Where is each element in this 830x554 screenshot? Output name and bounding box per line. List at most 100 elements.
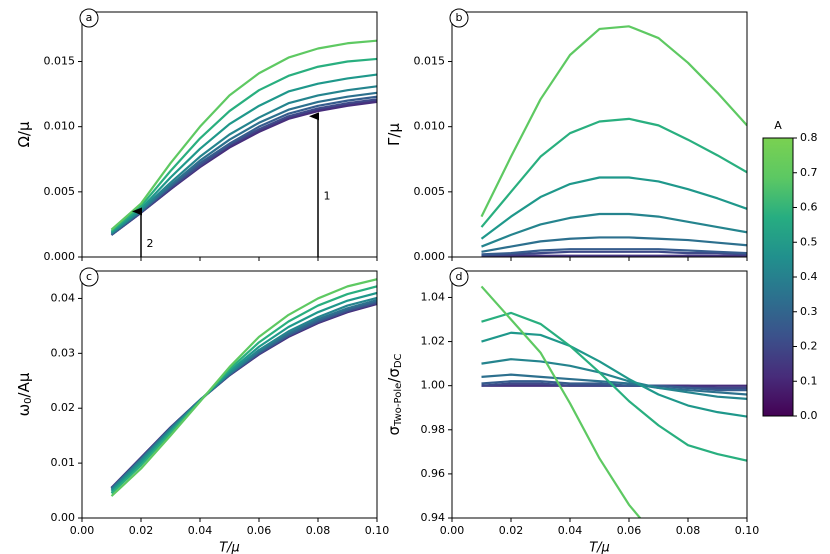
colorbar-tick-label: 0.2 bbox=[800, 340, 818, 353]
colorbar-tick-label: 0.8 bbox=[800, 131, 818, 144]
colorbar-tick-label: 0.4 bbox=[800, 270, 818, 283]
series-line bbox=[110, 300, 377, 490]
x-tick-label: 0.10 bbox=[735, 524, 760, 537]
y-tick-label: 0.005 bbox=[44, 185, 76, 198]
series-line bbox=[110, 73, 377, 234]
colorbar-tick-label: 0.5 bbox=[800, 235, 818, 248]
plot-frame bbox=[81, 270, 378, 519]
y-tick-label: 0.02 bbox=[51, 401, 76, 414]
panel-label: b bbox=[456, 11, 463, 24]
series-line bbox=[480, 285, 642, 518]
x-tick-label: 0.06 bbox=[617, 524, 642, 537]
panel-label: a bbox=[86, 11, 93, 24]
y-axis-label: σTwo-Pole/σDC bbox=[385, 353, 405, 435]
panel: 0.00 0.01 0.02 0.03 0.04 0.00 0.02 0.04 0.06 0.08… bbox=[15, 267, 390, 554]
series-line bbox=[481, 248, 747, 256]
y-tick-label: 1.02 bbox=[421, 335, 446, 348]
y-tick-label: 0.015 bbox=[44, 55, 76, 68]
y-tick-label: 0.94 bbox=[421, 511, 446, 524]
series-line bbox=[110, 100, 377, 236]
series-line bbox=[110, 98, 377, 236]
y-tick-label: 0.03 bbox=[51, 346, 76, 359]
series-line bbox=[110, 99, 377, 236]
colorbar-tick-label: 0.7 bbox=[800, 166, 818, 179]
series-line bbox=[481, 331, 747, 418]
y-label-part: σ bbox=[385, 426, 403, 436]
series-line bbox=[110, 299, 377, 490]
series-line bbox=[480, 117, 747, 228]
panel-badge bbox=[79, 8, 99, 28]
series-line bbox=[110, 278, 377, 497]
y-label-part: Ω/μ bbox=[15, 121, 33, 148]
y-tick-label: 1.04 bbox=[421, 290, 446, 303]
x-tick-label: 0.00 bbox=[70, 524, 95, 537]
x-tick-label: 0.04 bbox=[558, 524, 583, 537]
colorbar-tick-label: 0.6 bbox=[800, 201, 818, 214]
y-label-subscript: DC bbox=[393, 353, 404, 368]
annotation-label: 1 bbox=[324, 190, 331, 203]
panel-label: d bbox=[456, 270, 463, 283]
panel-badge bbox=[449, 8, 469, 28]
plot-frame bbox=[451, 11, 748, 258]
series-line bbox=[481, 250, 747, 257]
y-tick-label: 0.04 bbox=[51, 291, 76, 304]
y-tick-label: 0.005 bbox=[414, 185, 446, 198]
y-axis-label: Γ/μ bbox=[385, 123, 403, 146]
series-line bbox=[110, 301, 377, 490]
x-tick-label: 0.02 bbox=[129, 524, 154, 537]
plot-frame bbox=[451, 270, 748, 519]
y-label-part: /Aμ bbox=[15, 372, 33, 397]
x-tick-label: 0.06 bbox=[247, 524, 272, 537]
x-tick-label: 0.08 bbox=[676, 524, 701, 537]
y-label-subscript: 0 bbox=[23, 397, 34, 403]
x-tick-label: 0.02 bbox=[499, 524, 524, 537]
series-line bbox=[110, 296, 377, 491]
series-line bbox=[110, 302, 377, 489]
series-line bbox=[480, 25, 747, 218]
y-tick-label: 0.01 bbox=[51, 456, 76, 469]
series-line bbox=[110, 285, 377, 495]
colorbar-label: A bbox=[774, 119, 782, 132]
series-line bbox=[110, 291, 377, 493]
series-line bbox=[481, 380, 747, 392]
series-line bbox=[110, 302, 377, 489]
y-tick-label: 1.00 bbox=[421, 379, 446, 392]
series-line bbox=[481, 311, 747, 462]
y-axis-label: ω0/Aμ bbox=[15, 372, 35, 416]
x-axis-label: T/μ bbox=[589, 541, 610, 554]
y-tick-label: 0.000 bbox=[44, 250, 76, 263]
y-label-part: /σ bbox=[385, 368, 403, 383]
series-line bbox=[481, 373, 747, 396]
panel-label: c bbox=[86, 270, 92, 283]
series-line bbox=[110, 95, 377, 236]
y-label-part: ω bbox=[15, 404, 33, 417]
colorbar-tick-label: 0.0 bbox=[800, 409, 818, 422]
panel: 0.94 0.96 0.98 1.00 1.02 1.04 0.00 0.02 0.04 0.06… bbox=[385, 267, 760, 554]
x-tick-label: 0.04 bbox=[188, 524, 213, 537]
y-tick-label: 0.010 bbox=[44, 120, 76, 133]
series-line bbox=[481, 212, 747, 248]
x-tick-label: 0.00 bbox=[440, 524, 465, 537]
x-tick-label: 0.10 bbox=[365, 524, 390, 537]
y-tick-label: 0.00 bbox=[51, 511, 76, 524]
y-tick-label: 0.98 bbox=[421, 423, 446, 436]
series-line bbox=[480, 176, 747, 240]
plot-frame bbox=[81, 11, 378, 258]
y-tick-label: 0.96 bbox=[421, 467, 446, 480]
y-tick-label: 0.015 bbox=[414, 55, 446, 68]
y-label-part: Γ/μ bbox=[385, 123, 403, 146]
y-tick-label: 0.010 bbox=[414, 120, 446, 133]
x-tick-label: 0.08 bbox=[306, 524, 331, 537]
series-line bbox=[110, 57, 377, 232]
series-line bbox=[481, 358, 747, 401]
series-line bbox=[481, 254, 747, 257]
annotation-label: 2 bbox=[147, 237, 154, 250]
y-tick-label: 0.000 bbox=[414, 250, 446, 263]
colorbar-tick-label: 0.1 bbox=[800, 374, 818, 387]
panel-badge bbox=[79, 267, 99, 287]
panel-badge bbox=[449, 267, 469, 287]
series-line bbox=[110, 91, 377, 235]
series-line bbox=[110, 85, 377, 235]
colorbar-tick-label: 0.3 bbox=[800, 305, 818, 318]
